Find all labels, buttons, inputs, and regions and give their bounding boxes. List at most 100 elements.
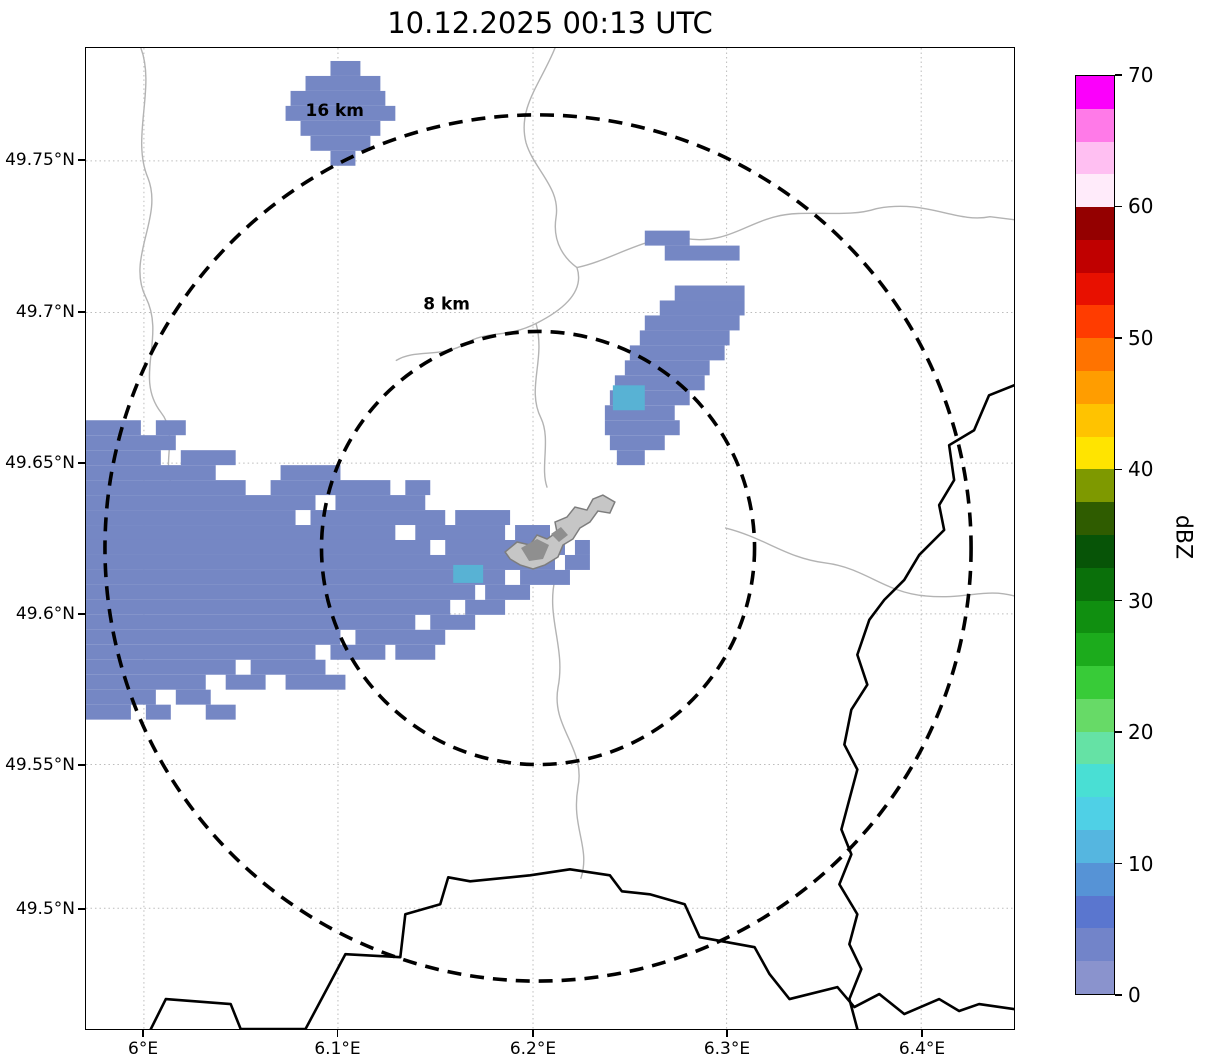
colorbar-segment	[1076, 305, 1114, 339]
colorbar-segment	[1076, 600, 1114, 634]
admin-boundary-line	[576, 205, 1014, 269]
colorbar-tick-label: 50	[1128, 325, 1154, 350]
colorbar-segment	[1076, 829, 1114, 863]
radar-cell	[455, 510, 511, 526]
admin-boundary-line	[523, 48, 578, 269]
city-area	[504, 494, 616, 570]
radar-cell	[574, 539, 590, 555]
country-border-east-river	[838, 384, 1014, 1029]
colorbar-segment	[1076, 567, 1114, 601]
radar-cell	[280, 465, 341, 481]
radar-cell	[300, 120, 381, 136]
radar-cell	[644, 315, 740, 331]
radar-cell	[664, 245, 740, 261]
colorbar-segment	[1076, 174, 1114, 208]
colorbar	[1075, 75, 1115, 995]
radar-cell	[310, 510, 446, 526]
x-axis-tick-label: 6.1°E	[314, 1039, 361, 1059]
radar-cell	[86, 465, 216, 481]
colorbar-tick-label: 20	[1128, 720, 1154, 745]
radar-cell	[564, 554, 590, 570]
colorbar-segment	[1076, 272, 1114, 306]
colorbar-tick	[1115, 468, 1122, 471]
radar-cell	[86, 644, 316, 660]
radar-cell	[609, 435, 665, 451]
y-axis-tick	[78, 311, 85, 313]
colorbar-tick	[1115, 74, 1122, 76]
radar-cell	[285, 674, 346, 690]
radar-cell	[465, 599, 506, 615]
radar-cell	[485, 584, 531, 600]
colorbar-segment	[1076, 436, 1114, 470]
colorbar-segment	[1076, 698, 1114, 732]
colorbar-segment	[1076, 666, 1114, 699]
radar-cell	[86, 599, 451, 615]
radar-cell	[405, 480, 431, 496]
x-axis-tick	[532, 1030, 534, 1037]
x-axis-tick-label: 6.3°E	[703, 1039, 751, 1059]
colorbar-segment	[1076, 633, 1114, 667]
colorbar-segment	[1076, 338, 1114, 372]
radar-cell	[145, 704, 171, 720]
y-axis-tick-label: 49.6°N	[15, 603, 75, 624]
radar-cell	[86, 689, 156, 705]
radar-cell	[616, 450, 645, 466]
radar-cell	[659, 300, 745, 316]
radar-cell	[155, 420, 186, 436]
y-axis-tick-label: 49.75°N	[5, 150, 75, 171]
radar-cell	[86, 704, 131, 720]
colorbar-tick	[1115, 599, 1122, 602]
y-axis-tick	[78, 908, 85, 910]
radar-cell	[520, 569, 570, 585]
radar-cell	[330, 60, 361, 76]
radar-cell	[250, 659, 326, 675]
radar-cell	[225, 674, 266, 690]
colorbar-segment	[1076, 928, 1114, 962]
country-borders	[149, 384, 1014, 1029]
y-axis-tick	[78, 764, 85, 766]
radar-cell	[175, 689, 211, 705]
colorbar-segment	[1076, 469, 1114, 503]
y-axis-tick	[78, 613, 85, 615]
colorbar-segment	[1076, 141, 1114, 175]
colorbar-segment	[1076, 403, 1114, 437]
radar-cell	[644, 230, 690, 246]
radar-cell	[86, 525, 396, 540]
radar-cell	[395, 644, 436, 660]
radar-cell	[415, 525, 506, 540]
colorbar-segment	[1076, 731, 1114, 765]
range-rings: 8 km 16 km	[103, 100, 973, 983]
radar-cell-stronger	[612, 385, 645, 411]
radar-cell	[310, 135, 371, 151]
x-axis-tick-label: 6.4°E	[898, 1039, 946, 1059]
colorbar-tick	[1115, 862, 1122, 865]
colorbar-tick-label: 0	[1128, 983, 1141, 1007]
radar-cell	[86, 674, 206, 690]
colorbar-segment	[1076, 764, 1114, 798]
country-border-south	[149, 868, 1014, 1029]
y-axis-tick	[78, 159, 85, 161]
city-urban-patch	[521, 538, 550, 561]
admin-boundary-line	[551, 578, 585, 880]
radar-cell	[430, 614, 476, 630]
map-canvas: 8 km 16 km	[86, 48, 1014, 1029]
colorbar-segment	[1076, 76, 1114, 109]
radar-cell	[86, 584, 476, 600]
colorbar-tick-label: 10	[1128, 851, 1154, 876]
y-axis-tick-label: 49.5°N	[15, 898, 75, 919]
x-axis-tick-label: 6°E	[128, 1039, 159, 1059]
colorbar-axis-label: dBZ	[1170, 514, 1196, 560]
x-axis-tick	[336, 1030, 339, 1037]
admin-boundary-line	[534, 322, 548, 488]
radar-cell	[86, 495, 316, 511]
radar-cell	[86, 629, 341, 645]
colorbar-tick	[1115, 994, 1122, 996]
colorbar-segment	[1076, 108, 1114, 142]
radar-cell	[355, 629, 446, 645]
radar-cell	[86, 554, 555, 570]
radar-cell	[86, 539, 431, 555]
admin-boundary-line	[395, 266, 580, 362]
x-axis-tick	[142, 1030, 144, 1037]
colorbar-segment	[1076, 534, 1114, 568]
colorbar-segment	[1076, 371, 1114, 404]
